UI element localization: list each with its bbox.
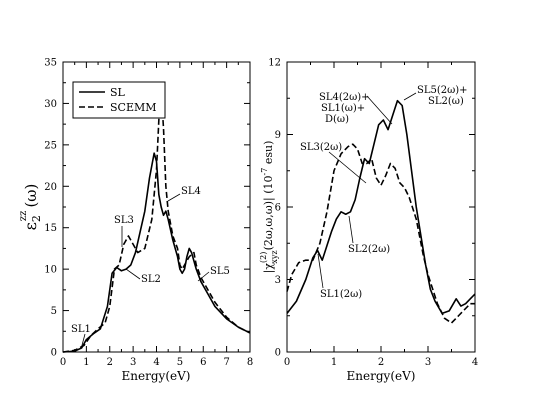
x-tick-label: 2	[107, 357, 113, 368]
y-tick-label: 5	[51, 306, 57, 317]
annotation-sl4-pointer	[366, 95, 393, 125]
x-tick-label: 4	[153, 357, 159, 368]
left-tick-labels: 0 1 2 3 4 5 6 7 8 0 5 10 15 20 25 30 35	[44, 58, 253, 369]
right-series	[286, 99, 476, 324]
left-annotations: SL1 SL2 SL3 SL4 SL5	[71, 186, 230, 350]
annotation-sl1-pointer	[80, 333, 86, 350]
left-y-axis-label: ε2zz(ω)	[18, 184, 43, 231]
annotation-sl4: SL4	[181, 186, 201, 197]
annotation-sl1-w: SL1(ω)+	[321, 103, 365, 114]
annotation-sl2-w: SL2(ω)	[428, 96, 464, 107]
right-x-axis-label: Energy(eV)	[347, 369, 416, 383]
right-y-axis-label: |χ(2) xyz(2ω,ω,ω)| (10-7 esu)	[259, 141, 279, 274]
annotation-sl4-pointer	[167, 193, 181, 202]
y-tick-label: 9	[275, 130, 281, 141]
y-tick-label: 35	[44, 58, 57, 69]
left-panel: 0 1 2 3 4 5 6 7 8 0 5 10 15 20 25 30 35 Energy(eV) ε2zz(…	[18, 58, 253, 384]
x-tick-label: 2	[378, 357, 384, 368]
y-tick-label: 12	[268, 58, 281, 69]
annotation-sl5-pointer	[403, 92, 417, 101]
right-annotations: SL4(2ω)+ SL1(ω)+ D(ω) SL5(2ω)+ SL2(ω) SL…	[300, 85, 468, 300]
svg-text:ε2zz(ω): ε2zz(ω)	[18, 184, 43, 231]
y-tick-label: 0	[51, 348, 57, 359]
annotation-sl5-pointer	[197, 271, 210, 282]
annotation-sl3-2w: SL3(2ω)	[300, 142, 342, 153]
y-tick-label: 3	[275, 275, 281, 286]
annotation-sl2-pointer	[125, 268, 141, 280]
left-legend: SL SCEMM	[72, 81, 166, 119]
annotation-sl2-2w: SL2(2ω)	[348, 244, 390, 255]
x-tick-label: 0	[60, 357, 66, 368]
legend-box	[72, 81, 166, 119]
y-tick-label: 30	[44, 99, 57, 110]
series-line-scemm	[62, 90, 251, 353]
x-tick-label: 1	[331, 357, 337, 368]
left-series	[62, 90, 251, 353]
x-tick-label: 4	[472, 357, 478, 368]
series-line-scemm	[286, 143, 475, 324]
annotation-sl2: SL2	[141, 274, 161, 285]
x-tick-label: 5	[177, 357, 183, 368]
y-tick-label: 0	[275, 348, 281, 359]
y-tick-label: 6	[275, 203, 281, 214]
annotation-sl5-2w: SL5(2ω)+	[417, 85, 468, 96]
x-tick-label: 1	[83, 357, 89, 368]
legend-scemm-label: SCEMM	[110, 101, 157, 114]
svg-text:|χ(2)xyz(2ω,ω,ω)| (10-7 esu): |χ(2) xyz(2ω,ω,ω)| (10-7 esu)	[259, 141, 279, 274]
x-tick-label: 8	[247, 357, 253, 368]
series-line-sl	[62, 152, 251, 353]
annotation-sl1-pointer	[317, 253, 324, 289]
annotation-sl1: SL1	[71, 324, 91, 335]
y-tick-label: 10	[44, 265, 57, 276]
annotation-sl5: SL5	[210, 266, 230, 277]
annotation-sl1-2w: SL1(2ω)	[320, 289, 362, 300]
right-ticks	[286, 61, 476, 353]
x-tick-label: 3	[130, 357, 136, 368]
y-tick-label: 20	[44, 182, 57, 193]
x-tick-label: 3	[425, 357, 431, 368]
annotation-sl3-pointer	[328, 151, 367, 184]
x-tick-label: 6	[200, 357, 206, 368]
x-tick-label: 0	[284, 357, 290, 368]
annotation-sl4-2w: SL4(2ω)+	[319, 92, 370, 103]
y-tick-label: 15	[44, 223, 57, 234]
annotation-d-w: D(ω)	[325, 114, 349, 125]
annotation-sl3: SL3	[114, 215, 134, 226]
annotation-sl2-pointer	[348, 215, 354, 244]
x-tick-label: 7	[223, 357, 229, 368]
left-x-axis-label: Energy(eV)	[122, 369, 191, 383]
y-tick-label: 25	[44, 140, 57, 151]
legend-sl-label: SL	[110, 86, 126, 99]
